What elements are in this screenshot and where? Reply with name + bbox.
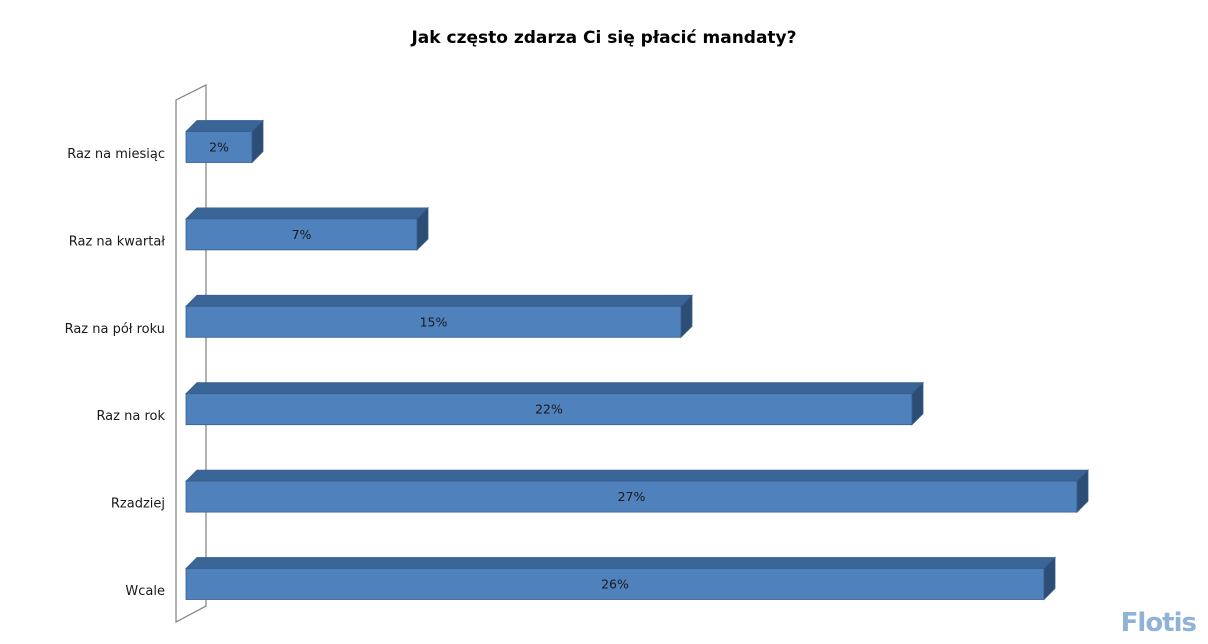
category-label: Wcale — [125, 584, 165, 599]
bar — [185, 305, 682, 338]
category-labels-layer: Raz na miesiąc Raz na kwartał Raz na pół r… — [65, 147, 166, 599]
chart-back-wall — [175, 84, 207, 623]
bar — [185, 218, 418, 251]
bar — [185, 568, 1045, 600]
data-label: 27% — [618, 489, 646, 504]
chart-title: Jak często zdarza Ci się płacić mandaty? — [411, 28, 797, 48]
watermark-logo: Flotis — [1120, 608, 1197, 638]
bars-layer: 2% 7% 15% 22% 27% 26% — [185, 119, 1089, 601]
data-label: 22% — [535, 402, 563, 417]
data-label: 26% — [601, 577, 629, 592]
data-label: 7% — [292, 227, 312, 242]
category-label: Raz na pół roku — [65, 322, 165, 337]
category-label: Raz na kwartał — [69, 234, 166, 249]
category-label: Raz na miesiąc — [67, 147, 165, 162]
bar-top-face — [185, 120, 264, 132]
bar — [185, 480, 1078, 513]
data-label: 15% — [420, 314, 448, 329]
bar-top-face — [185, 207, 429, 220]
bar-top-face — [185, 469, 1089, 482]
bar — [185, 131, 253, 163]
category-label: Raz na rok — [96, 409, 165, 424]
bar — [185, 393, 913, 426]
bar-top-face — [185, 294, 693, 307]
data-label: 2% — [209, 140, 229, 155]
bar-top-face — [185, 382, 924, 395]
category-label: Rzadziej — [111, 497, 165, 512]
bar-top-face — [185, 557, 1056, 569]
